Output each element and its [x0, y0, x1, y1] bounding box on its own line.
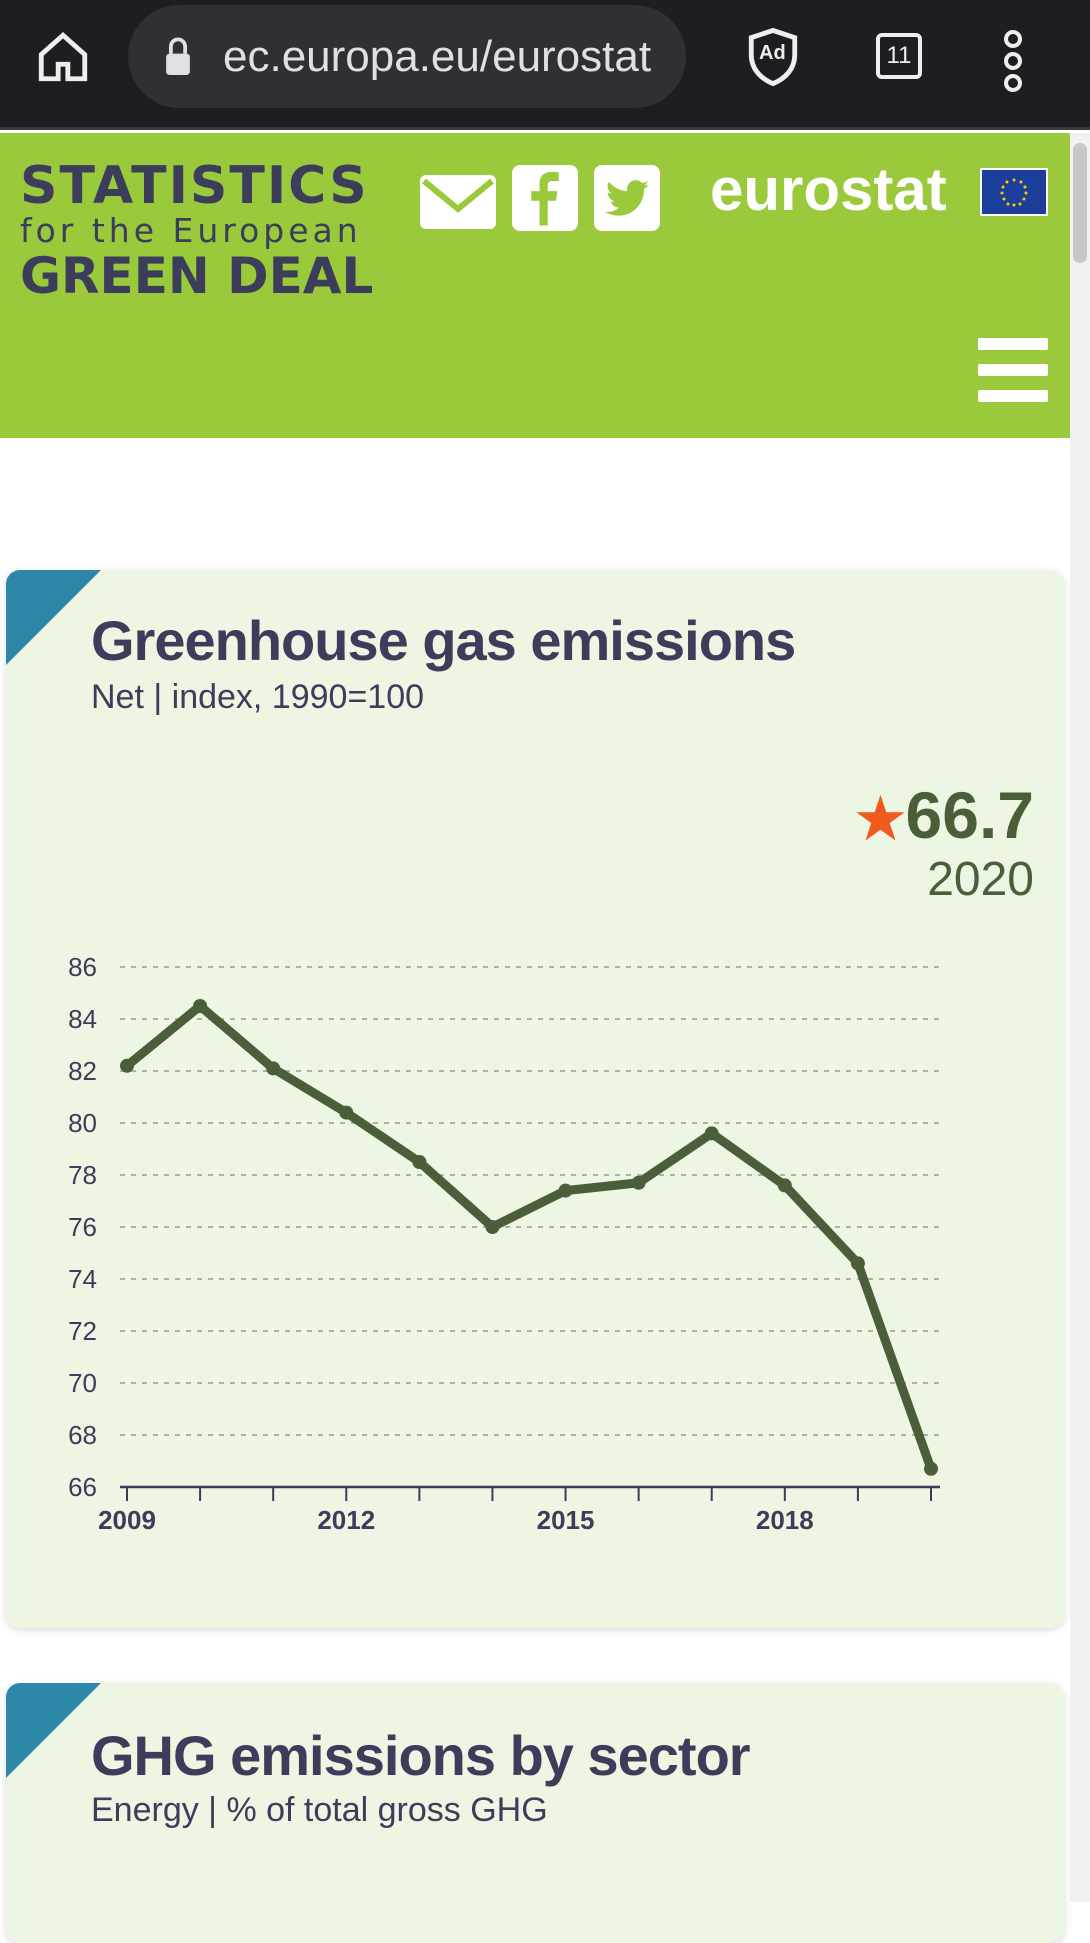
card-corner-accent — [6, 1683, 101, 1778]
data-point — [558, 1183, 573, 1198]
y-tick-label: 80 — [68, 1108, 97, 1138]
x-tick-label: 2018 — [756, 1505, 814, 1535]
data-point — [120, 1058, 134, 1073]
card-corner-accent — [6, 570, 101, 665]
y-tick-label: 74 — [68, 1264, 97, 1294]
card-title: Greenhouse gas emissions — [91, 609, 796, 672]
home-icon[interactable] — [34, 28, 92, 86]
star-icon: ★ — [855, 787, 906, 850]
y-tick-label: 68 — [68, 1420, 97, 1450]
series-line — [122, 1001, 936, 1474]
y-tick-label: 78 — [68, 1160, 97, 1190]
facebook-icon[interactable] — [512, 165, 578, 231]
x-tick-label: 2015 — [537, 1505, 595, 1535]
menu-kebab-icon[interactable] — [1004, 30, 1026, 92]
url-bar[interactable]: ec.europa.eu/eurostat — [128, 5, 686, 108]
site-header: STATISTICS for the European GREEN DEAL e… — [0, 133, 1070, 438]
data-point — [924, 1461, 938, 1476]
twitter-icon[interactable] — [594, 165, 660, 231]
card-subtitle: Net | index, 1990=100 — [91, 678, 425, 716]
green-deal-logo[interactable]: STATISTICS for the European GREEN DEAL — [20, 156, 374, 305]
y-tick-label: 72 — [68, 1316, 97, 1346]
data-point — [485, 1220, 500, 1234]
data-point — [631, 1175, 646, 1190]
email-icon[interactable] — [420, 175, 496, 229]
card-subtitle: Energy | % of total gross GHG — [91, 1791, 548, 1829]
kpi-value: 66.7 — [905, 778, 1034, 852]
y-tick-label: 66 — [68, 1472, 97, 1502]
tab-switcher-button[interactable]: 11 — [876, 33, 922, 79]
y-tick-label: 86 — [68, 952, 97, 982]
y-tick-label: 76 — [68, 1212, 97, 1242]
kpi-block: ★66.7 2020 — [855, 780, 1034, 906]
data-point — [777, 1178, 792, 1193]
x-tick-label: 2012 — [317, 1505, 375, 1535]
card-title: GHG emissions by sector — [91, 1724, 751, 1787]
data-point — [412, 1155, 427, 1169]
ghg-by-sector-card[interactable]: GHG emissions by sector Energy | % of to… — [6, 1683, 1064, 1943]
data-point — [850, 1256, 865, 1271]
data-point — [193, 999, 208, 1013]
adblock-shield-icon[interactable]: Ad — [748, 27, 798, 87]
y-tick-label: 70 — [68, 1368, 97, 1398]
data-point — [266, 1061, 281, 1076]
browser-toolbar: ec.europa.eu/eurostat Ad 11 — [0, 0, 1090, 130]
eu-flag-icon — [980, 168, 1048, 216]
data-point — [339, 1105, 354, 1120]
lock-icon — [166, 37, 190, 75]
url-text: ec.europa.eu/eurostat — [223, 32, 652, 81]
tab-count: 11 — [886, 42, 912, 69]
data-point — [704, 1126, 719, 1141]
y-tick-label: 84 — [68, 1004, 97, 1034]
ghg-emissions-card[interactable]: Greenhouse gas emissions Net | index, 19… — [6, 570, 1064, 1628]
y-tick-label: 82 — [68, 1056, 97, 1086]
x-tick-label: 2009 — [98, 1505, 156, 1535]
kpi-year: 2020 — [927, 853, 1034, 906]
hamburger-menu-icon[interactable] — [978, 338, 1048, 416]
eurostat-logo[interactable]: eurostat — [710, 156, 947, 223]
page-scrollbar[interactable] — [1070, 133, 1090, 1902]
